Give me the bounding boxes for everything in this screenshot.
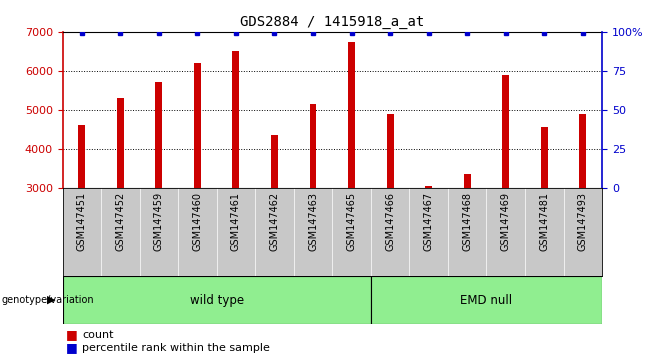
Bar (579, 114, 586, 188)
Text: GSM147461: GSM147461 (231, 192, 241, 251)
Text: GSM147468: GSM147468 (462, 192, 472, 251)
Bar (78, 125, 86, 188)
Bar (348, 42, 355, 188)
Bar (502, 75, 509, 188)
Bar (541, 127, 547, 188)
Text: GSM147469: GSM147469 (501, 192, 511, 251)
Text: ▶: ▶ (47, 295, 56, 305)
Text: GSM147481: GSM147481 (540, 192, 549, 251)
Bar (117, 98, 124, 188)
Text: GSM147466: GSM147466 (385, 192, 395, 251)
Text: GSM147465: GSM147465 (347, 192, 357, 251)
Text: GSM147462: GSM147462 (270, 192, 280, 251)
Text: EMD null: EMD null (461, 293, 513, 307)
Bar (232, 51, 240, 188)
Text: GSM147452: GSM147452 (115, 192, 125, 251)
Text: percentile rank within the sample: percentile rank within the sample (82, 343, 270, 353)
Bar (464, 174, 470, 188)
Title: GDS2884 / 1415918_a_at: GDS2884 / 1415918_a_at (240, 16, 424, 29)
Bar (63, 276, 371, 324)
Text: GSM147460: GSM147460 (192, 192, 203, 251)
Text: GSM147463: GSM147463 (308, 192, 318, 251)
Text: GSM147459: GSM147459 (154, 192, 164, 251)
Text: ■: ■ (66, 328, 78, 341)
Text: ■: ■ (66, 341, 78, 354)
Text: GSM147467: GSM147467 (424, 192, 434, 251)
Bar (271, 135, 278, 188)
Text: GSM147493: GSM147493 (578, 192, 588, 251)
Text: wild type: wild type (190, 293, 243, 307)
Bar (309, 104, 316, 188)
Bar (387, 114, 393, 188)
Text: count: count (82, 330, 114, 339)
Bar (425, 185, 432, 188)
Text: GSM147451: GSM147451 (77, 192, 87, 251)
Text: genotype/variation: genotype/variation (1, 295, 94, 305)
Bar (194, 63, 201, 188)
Bar (371, 276, 602, 324)
Bar (155, 82, 163, 188)
